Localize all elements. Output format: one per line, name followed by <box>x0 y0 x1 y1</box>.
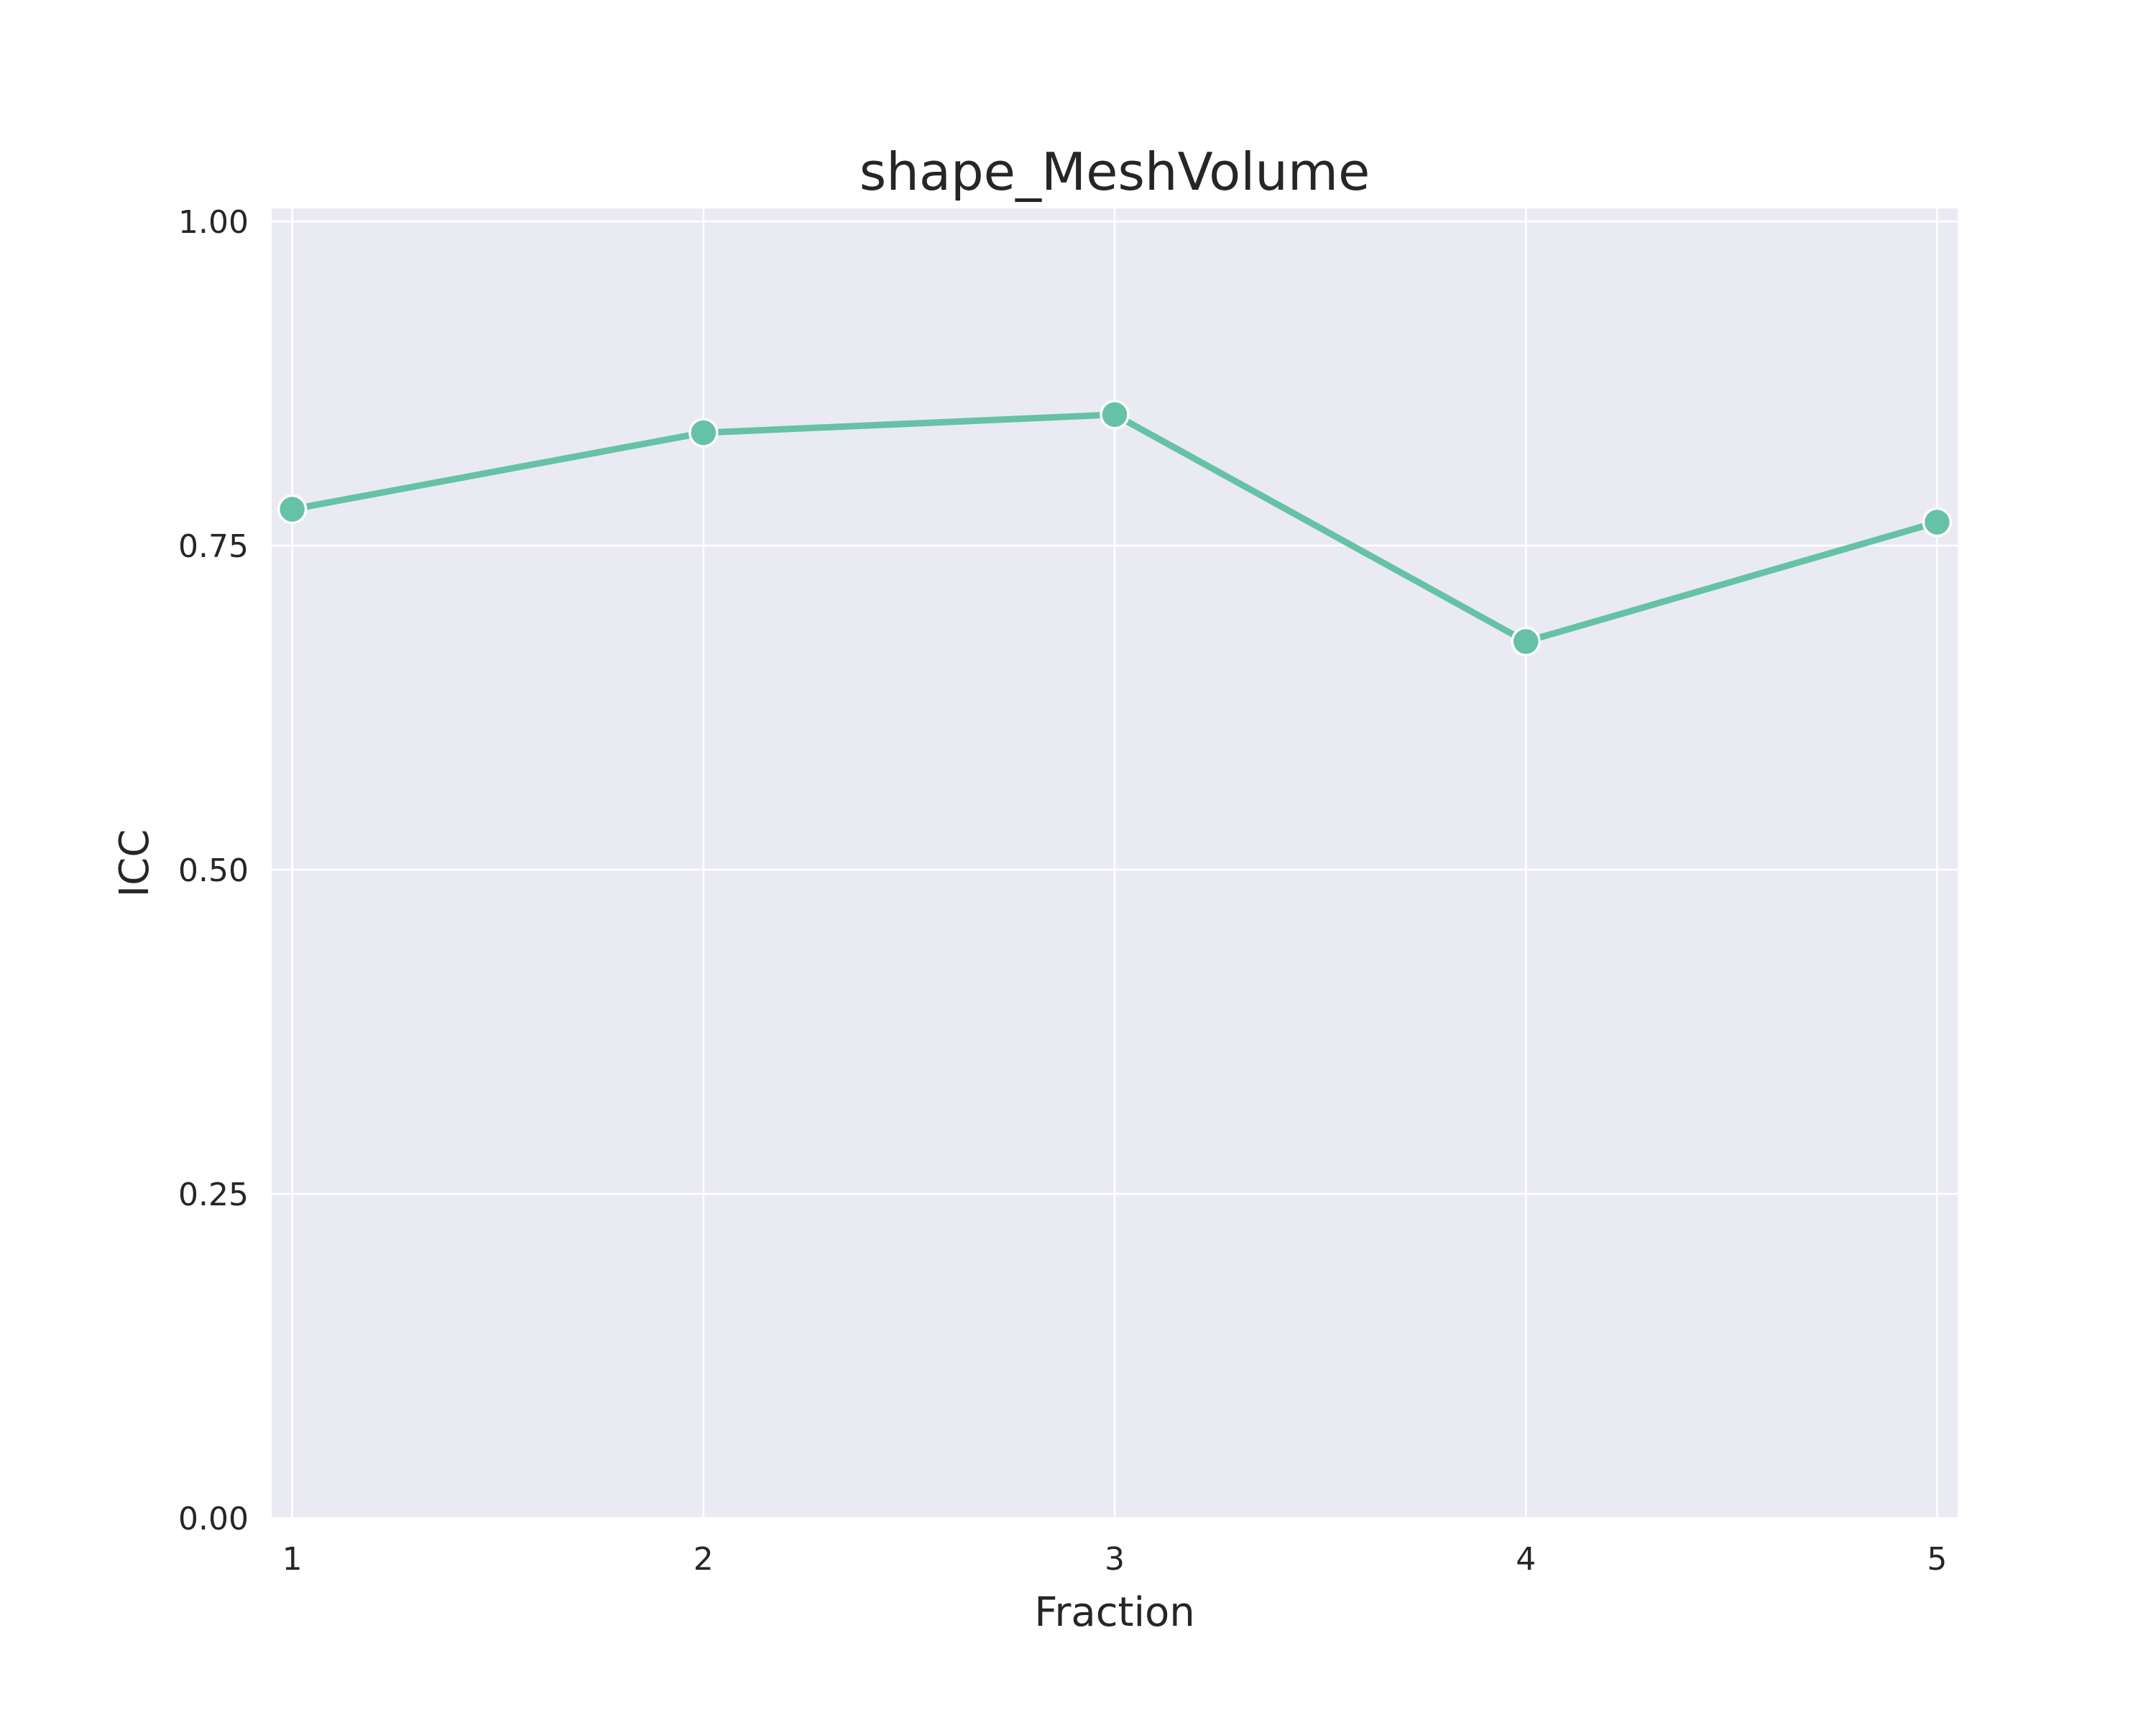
data-point-4 <box>1511 626 1541 657</box>
y-tick-label: 1.00 <box>178 204 249 241</box>
chart-title: shape_MeshVolume <box>860 142 1370 202</box>
x-axis-label: Fraction <box>1034 1589 1195 1636</box>
x-tick-label: 2 <box>694 1541 714 1578</box>
y-axis-label: ICC <box>111 829 158 898</box>
x-tick-label: 4 <box>1516 1541 1536 1578</box>
x-tick-label: 5 <box>1927 1541 1947 1578</box>
data-point-1 <box>277 494 308 525</box>
y-tick-label: 0.00 <box>178 1501 249 1537</box>
x-tick-label: 1 <box>282 1541 303 1578</box>
x-tick-label: 3 <box>1105 1541 1125 1578</box>
y-tick-labels: 0.00 0.25 0.50 0.75 1.00 <box>178 204 249 1537</box>
data-point-2 <box>688 418 719 448</box>
y-tick-label: 0.50 <box>178 852 249 889</box>
x-tick-labels: 1 2 3 4 5 <box>282 1541 1948 1578</box>
data-point-3 <box>1100 400 1130 430</box>
y-tick-label: 0.25 <box>178 1177 249 1213</box>
data-point-5 <box>1922 507 1953 538</box>
y-tick-label: 0.75 <box>178 528 249 565</box>
series-layer <box>277 400 1953 657</box>
